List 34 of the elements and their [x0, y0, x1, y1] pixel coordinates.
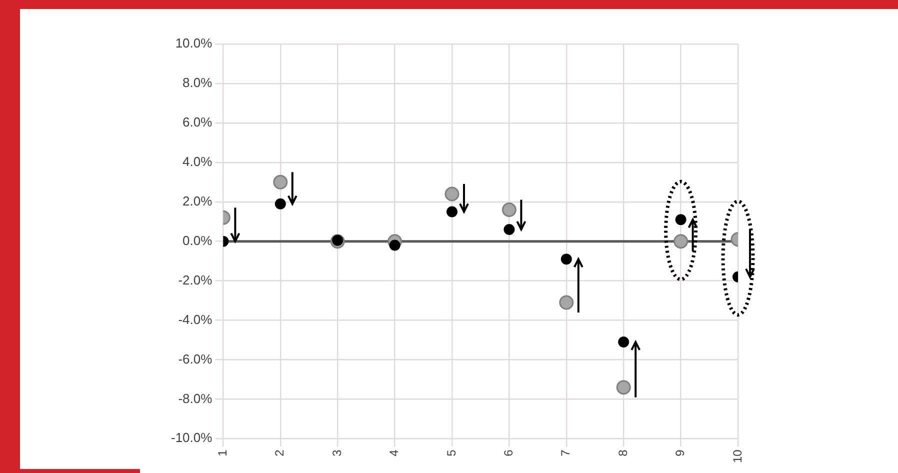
point [389, 240, 400, 251]
y-tick-label: 6.0% [182, 114, 213, 130]
y-tick-label: 10.0% [175, 36, 213, 51]
y-tick-label: 0.0% [182, 232, 213, 248]
y-tick-label: -8.0% [178, 390, 213, 406]
point [675, 214, 686, 226]
point [273, 174, 288, 190]
x-tick-label: 4 [387, 449, 402, 456]
x-tick-label: 1 [216, 449, 230, 456]
point [559, 295, 574, 310]
point [274, 198, 286, 210]
x-tick-label: 7 [558, 449, 573, 456]
y-tick-label: 4.0% [182, 154, 213, 169]
point [674, 234, 688, 249]
point [616, 380, 631, 395]
point [618, 336, 630, 348]
point [444, 186, 460, 202]
point [560, 254, 572, 265]
x-tick-label: 10 [730, 449, 744, 464]
y-tick-label: 2.0% [182, 193, 213, 208]
x-tick-label: 5 [444, 449, 458, 456]
point [446, 206, 458, 218]
y-tick-label: 8.0% [182, 75, 213, 90]
x-tick-label: 2 [272, 449, 287, 456]
x-tick-label: 6 [502, 449, 516, 456]
y-tick-label: -2.0% [178, 272, 213, 288]
x-tick-label: 3 [330, 449, 344, 456]
x-tick-label: 9 [673, 449, 688, 456]
point [502, 202, 516, 218]
y-tick-label: -10.0% [170, 430, 213, 446]
x-tick-label: 8 [616, 449, 630, 456]
y-tick-label: -6.0% [178, 351, 213, 366]
point [504, 224, 515, 235]
y-tick-label: -4.0% [178, 312, 213, 327]
